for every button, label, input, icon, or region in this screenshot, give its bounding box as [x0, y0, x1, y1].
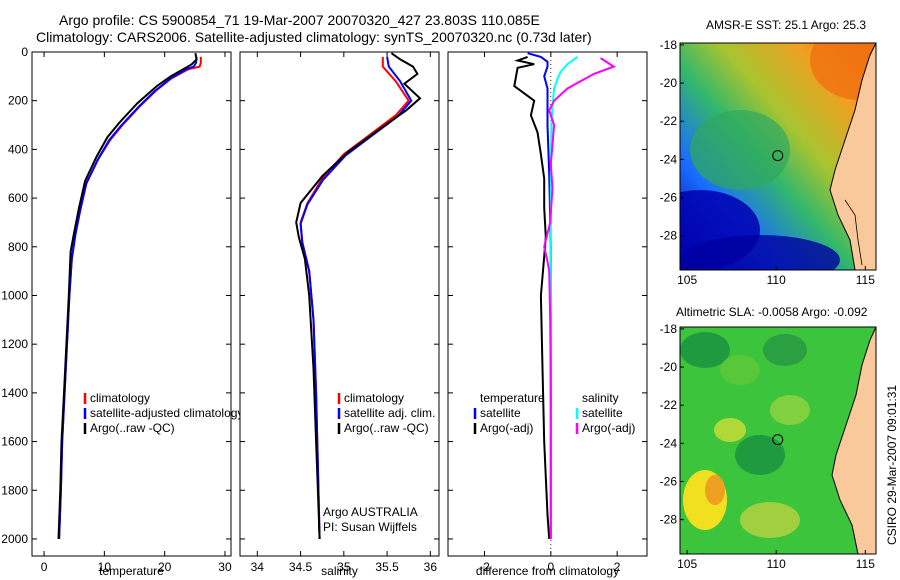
sla-low-patch	[763, 334, 807, 366]
y-tick-label: 2000	[1, 532, 28, 546]
map-frame	[679, 326, 877, 555]
legend-heading: temperature	[480, 391, 545, 405]
pi-annotation: PI: Susan Wijffels	[323, 520, 417, 534]
x-tick-label: 0	[547, 560, 554, 574]
x-tick-label: 0	[41, 560, 48, 574]
sla-patch	[740, 502, 800, 538]
sla-high-patch	[705, 475, 725, 505]
legend-label: satellite	[582, 406, 623, 420]
lat-tick-label: -24	[660, 152, 678, 166]
argo-program-annotation: Argo AUSTRALIA	[323, 505, 418, 519]
y-tick-label: 800	[8, 240, 28, 254]
lat-tick-label: -26	[660, 475, 678, 489]
series-line-argo	[57, 53, 198, 540]
lat-tick-label: -18	[660, 322, 678, 336]
sla-low-patch	[680, 332, 730, 368]
x-tick-label: 35.5	[375, 560, 399, 574]
lat-tick-label: -22	[660, 114, 678, 128]
y-tick-label: 0	[21, 45, 28, 59]
lat-tick-label: -22	[660, 398, 678, 412]
sst-map-title: AMSR-E SST: 25.1 Argo: 25.3	[706, 18, 867, 32]
plot-frame	[31, 51, 232, 557]
x-axis-label: difference from climatology	[476, 564, 619, 578]
x-tick-label: 35	[337, 560, 351, 574]
title-line-2: Climatology: CARS2006. Satellite-adjuste…	[36, 29, 592, 45]
y-tick-label: 1000	[1, 288, 28, 302]
legend-label: climatology	[90, 391, 150, 405]
x-tick-label: 10	[98, 560, 112, 574]
altimetric-sla-map: 105 110 115 -18 -20 -22 -24 -26 -28	[660, 322, 877, 571]
x-tick-label: 20	[158, 560, 172, 574]
lat-tick-label: -28	[660, 229, 678, 243]
y-tick-label: 200	[8, 94, 28, 108]
lon-tick-label: 110	[767, 557, 786, 571]
y-tick-label: 1600	[1, 435, 28, 449]
argo-float-marker	[772, 150, 784, 162]
legend-label: Argo(-adj)	[582, 421, 635, 435]
lon-tick-label: 105	[677, 273, 697, 287]
x-tick-label: 34.5	[289, 560, 313, 574]
salinity-panel: 34 34.5 35 35.5 36 salinity climatologysatelli…	[239, 51, 440, 578]
lon-tick-label: 115	[856, 273, 875, 287]
y-tick-label: 1400	[1, 386, 28, 400]
sla-patch	[714, 418, 746, 442]
legend-label: climatology	[344, 391, 404, 405]
series-line-salinity-argo	[543, 57, 617, 539]
isobath-line	[844, 199, 863, 266]
temperature-panel: 0 10 20 30 0 200 400 600 800 1000 1200 1400 1600 1800…	[1, 45, 243, 578]
series-line-satellite	[299, 56, 413, 540]
legend-label: Argo(..raw -QC)	[344, 421, 429, 435]
sla-low-patch	[735, 435, 785, 475]
legend-label: satellite	[480, 406, 521, 420]
amsr-e-sst-map: 105 110 115 -18 -20 -22 -24 -26 -28	[660, 38, 877, 287]
lon-tick-label: 115	[856, 557, 875, 571]
mid-water-patch	[690, 110, 790, 190]
x-tick-label: 36	[424, 560, 438, 574]
sla-map-title: Altimetric SLA: -0.0058 Argo: -0.092	[676, 305, 868, 319]
x-tick-label: -2	[479, 560, 490, 574]
credit-label: CSIRO 29-Mar-2007 09:01:31	[885, 384, 899, 545]
y-tick-label: 400	[8, 142, 28, 156]
lat-tick-label: -18	[660, 38, 678, 52]
cold-water-patch	[680, 235, 840, 270]
plot-frame	[239, 51, 440, 557]
legend-heading: salinity	[582, 391, 619, 405]
legend-label: Argo(-adj)	[480, 421, 533, 435]
lat-tick-label: -20	[660, 76, 678, 90]
sla-patch	[720, 355, 760, 385]
lat-tick-label: -28	[660, 513, 678, 527]
land-coast	[829, 43, 876, 270]
legend-label: satellite adj. clim.	[344, 406, 435, 420]
legend-label: Argo(..raw -QC)	[90, 421, 175, 435]
lat-tick-label: -24	[660, 436, 678, 450]
lon-tick-label: 110	[767, 273, 786, 287]
sla-patch	[770, 395, 810, 425]
x-axis-label: temperature	[99, 564, 164, 578]
map-frame	[679, 42, 877, 271]
x-tick-label: 2	[614, 560, 621, 574]
x-tick-label: 30	[218, 560, 232, 574]
land-coast	[831, 327, 876, 554]
x-axis-label: salinity	[321, 564, 358, 578]
argo-float-marker	[772, 434, 784, 446]
legend-label: satellite-adjusted climatology	[90, 406, 243, 420]
y-tick-label: 1200	[1, 337, 28, 351]
y-tick-label: 600	[8, 191, 28, 205]
series-line-temperature-argo	[513, 55, 551, 540]
y-tick-label: 1800	[1, 483, 28, 497]
warm-water-patch	[810, 43, 876, 100]
lon-tick-label: 105	[677, 557, 697, 571]
lat-tick-label: -26	[660, 191, 678, 205]
x-tick-label: 34	[251, 560, 265, 574]
title-line-1: Argo profile: CS 5900854_71 19-Mar-2007 …	[59, 12, 540, 28]
series-line-argo	[295, 52, 422, 540]
lat-tick-label: -20	[660, 360, 678, 374]
